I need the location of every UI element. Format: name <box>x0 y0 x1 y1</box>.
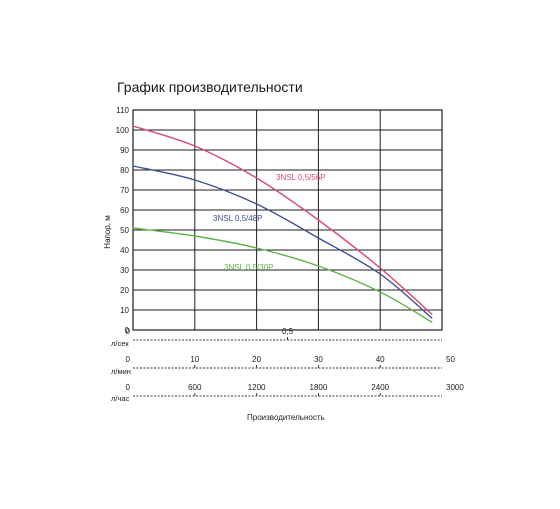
x-tick-label: 600 <box>188 383 202 392</box>
series-line <box>132 227 433 323</box>
chart-title: График производительности <box>117 79 303 95</box>
series-label: 3NSL 0,5/56P <box>276 173 326 182</box>
y-tick-label: 0 <box>125 326 130 335</box>
series-line <box>132 125 433 315</box>
x-tick-label: 50 <box>446 355 455 364</box>
x-scale-unit: л/сек <box>111 339 129 348</box>
series-label: 3NSL 0,5/30P <box>224 263 274 272</box>
x-tick-label: 2400 <box>371 383 389 392</box>
y-tick-label: 110 <box>116 106 129 115</box>
x-tick-label: 0 <box>126 327 131 336</box>
series-line <box>132 165 433 319</box>
series-lines <box>132 125 433 323</box>
x-tick-label: 10 <box>190 355 199 364</box>
x-tick-label: 1800 <box>310 383 328 392</box>
x-axis: л/сек 0 0,5 л/мин 0 10 20 30 40 50 л/час 0 600 1200 18… <box>111 327 464 403</box>
y-tick-label: 80 <box>120 166 129 175</box>
x-tick-label: 0,5 <box>282 327 294 336</box>
x-tick-label: 0 <box>126 355 131 364</box>
x-scale-unit: л/мин <box>111 367 131 376</box>
y-tick-label: 50 <box>120 226 129 235</box>
x-tick-label: 0 <box>126 383 131 392</box>
y-tick-label: 30 <box>120 266 129 275</box>
x-tick-label: 30 <box>314 355 323 364</box>
y-tick-label: 10 <box>120 306 129 315</box>
y-tick-label: 20 <box>120 286 129 295</box>
x-tick-label: 20 <box>252 355 261 364</box>
y-axis: 0 10 20 30 40 50 60 70 80 90 100 110 Напор, м <box>103 106 130 335</box>
y-tick-label: 90 <box>120 146 129 155</box>
y-tick-label: 60 <box>120 206 129 215</box>
y-tick-label: 70 <box>120 186 129 195</box>
y-tick-label: 40 <box>120 246 129 255</box>
x-scale-unit: л/час <box>111 394 130 403</box>
x-tick-label: 1200 <box>248 383 266 392</box>
y-axis-title: Напор, м <box>103 215 112 248</box>
x-axis-title: Производительность <box>247 413 325 422</box>
series-labels: 3NSL 0,5/56P 3NSL 0,5/48P 3NSL 0,5/30P <box>213 173 326 272</box>
x-tick-label: 40 <box>376 355 385 364</box>
series-label: 3NSL 0,5/48P <box>213 214 263 223</box>
x-tick-label: 3000 <box>446 383 464 392</box>
y-tick-label: 100 <box>116 126 130 135</box>
plot-frame <box>132 109 443 331</box>
